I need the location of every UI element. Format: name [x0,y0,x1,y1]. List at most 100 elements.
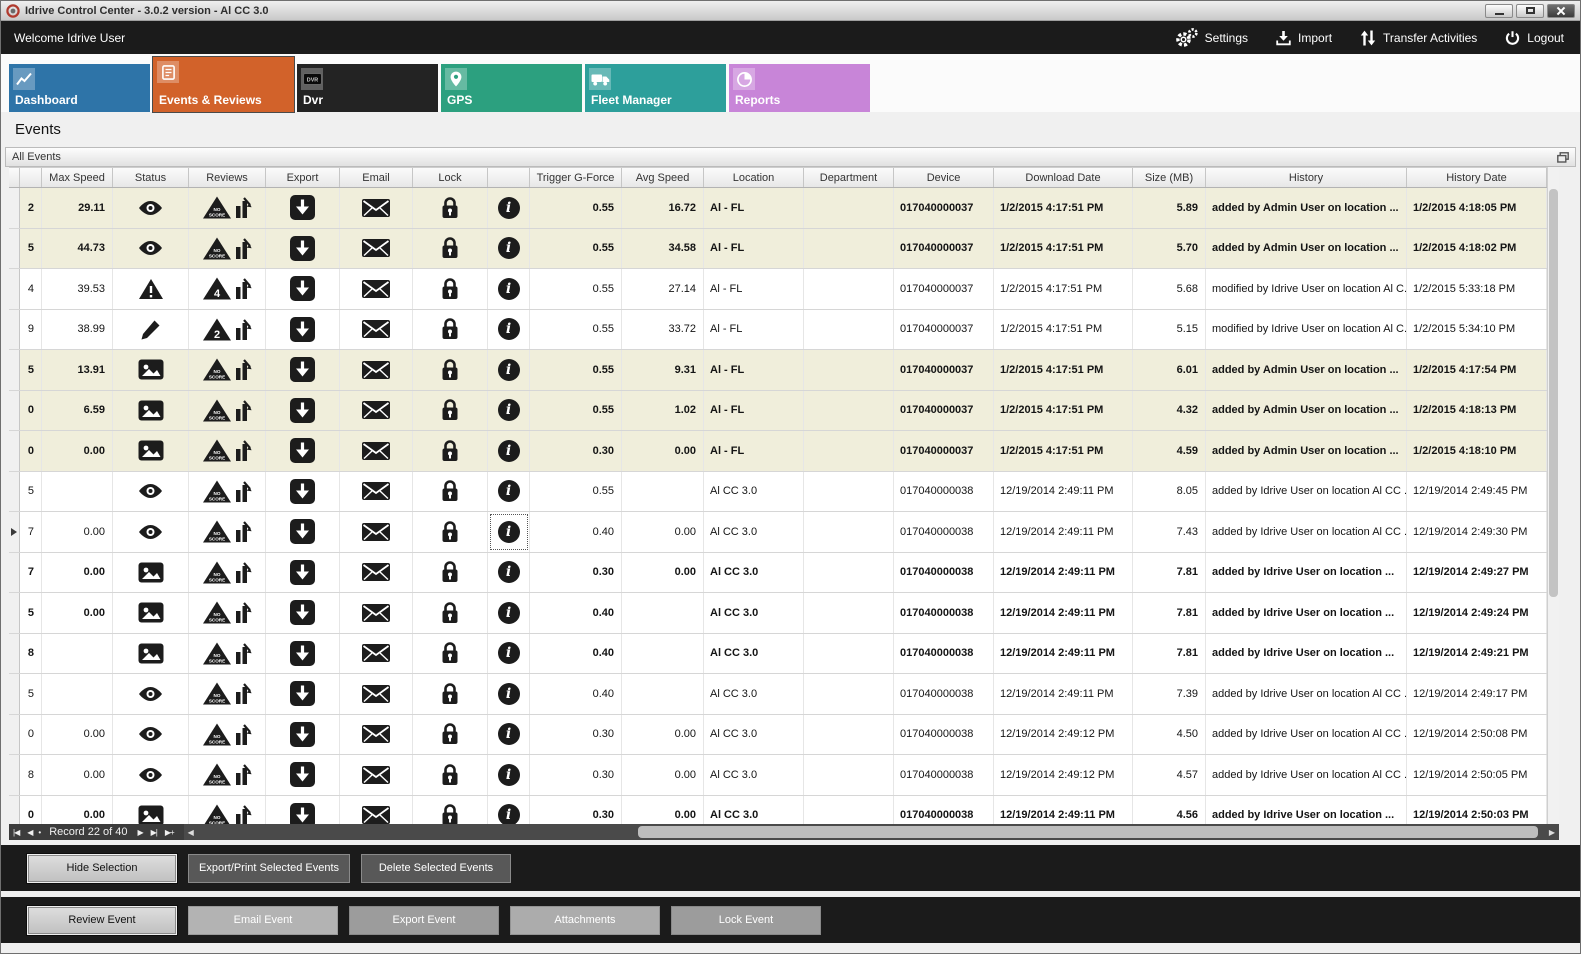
table-row[interactable]: 4 39.53 4 i 0.55 27.14 Al - FL 017040000037 1/2/… [9,269,1547,310]
lock-icon[interactable] [413,390,488,430]
scroll-right-icon[interactable]: ▶ [1548,827,1556,837]
email-icon[interactable] [340,471,413,511]
next-record-button[interactable]: ▶ [137,827,143,837]
tab-events-reviews[interactable]: Events & Reviews [152,56,295,113]
export-icon[interactable] [266,714,340,754]
table-row[interactable]: 5 13.91 NO SCORE i 0.55 9.31 Al - FL 01704000003… [9,350,1547,391]
vertical-scrollbar-thumb[interactable] [1549,189,1558,597]
export-icon[interactable] [266,188,340,228]
table-row[interactable]: 2 29.11 NO SCORE i 0.55 16.72 Al - FL 0170400000… [9,188,1547,229]
email-icon[interactable] [340,512,413,552]
review-chart-icon[interactable] [235,643,252,664]
menu-import[interactable]: Import [1276,30,1332,46]
tab-gps[interactable]: GPS [441,64,582,112]
table-row[interactable]: 0 0.00 NO SCORE i 0.30 0.00 Al - FL 017040000037… [9,431,1547,472]
prev-record-button[interactable]: ◀ [27,827,33,837]
export-icon[interactable] [266,512,340,552]
cell-reviews[interactable]: NO SCORE [189,593,266,633]
col-header-location[interactable]: Location [704,168,804,187]
cell-reviews[interactable]: NO SCORE [189,228,266,268]
cell-reviews[interactable]: NO SCORE [189,471,266,511]
info-icon[interactable]: i [488,309,530,349]
hide-selection-button[interactable]: Hide Selection [27,853,177,883]
lock-icon[interactable] [413,512,488,552]
export-icon[interactable] [266,552,340,592]
email-icon[interactable] [340,228,413,268]
lock-icon[interactable] [413,633,488,673]
export-icon[interactable] [266,390,340,430]
panel-restore-icon[interactable] [1557,151,1569,163]
review-chart-icon[interactable] [235,359,252,381]
horizontal-scrollbar[interactable]: ◀ ▶ [183,824,1559,840]
export-icon[interactable] [266,431,340,471]
cell-reviews[interactable]: NO SCORE [189,795,266,824]
export-icon[interactable] [266,228,340,268]
lock-icon[interactable] [413,350,488,390]
cell-reviews[interactable]: NO SCORE [189,431,266,471]
lock-event-button[interactable]: Lock Event [671,905,821,935]
email-icon[interactable] [340,390,413,430]
info-icon[interactable]: i [488,228,530,268]
table-row[interactable]: 0 6.59 NO SCORE i 0.55 1.02 Al - FL 017040000037… [9,390,1547,431]
export-print-selected-events-button[interactable]: Export/Print Selected Events [188,853,351,883]
info-icon[interactable]: i [488,633,530,673]
table-row[interactable]: 5 0.00 NO SCORE i 0.40 Al CC 3.0 017040000038 12… [9,593,1547,634]
col-header-history-date[interactable]: History Date [1407,168,1547,187]
export-icon[interactable] [266,633,340,673]
col-header-export[interactable]: Export [266,168,340,187]
tab-dvr[interactable]: DVR Dvr [297,64,438,112]
menu-transfer-activities[interactable]: Transfer Activities [1360,30,1477,46]
review-chart-icon[interactable] [235,400,252,421]
menu-logout[interactable]: Logout [1505,30,1564,46]
first-record-button[interactable]: |◀ [13,827,20,837]
email-icon[interactable] [340,431,413,471]
lock-icon[interactable] [413,674,488,714]
info-icon[interactable]: i [488,269,530,309]
info-icon[interactable]: i [488,188,530,228]
cell-reviews[interactable]: NO SCORE [189,552,266,592]
review-chart-icon[interactable] [235,238,252,259]
review-chart-icon[interactable] [235,278,252,300]
email-icon[interactable] [340,795,413,824]
review-chart-icon[interactable] [235,683,252,705]
lock-icon[interactable] [413,755,488,795]
info-icon[interactable]: i [488,512,530,552]
cell-reviews[interactable]: NO SCORE [189,674,266,714]
horizontal-scrollbar-thumb[interactable] [637,826,1539,838]
export-icon[interactable] [266,593,340,633]
lock-icon[interactable] [413,471,488,511]
col-header-trigger-g-force[interactable]: Trigger G-Force [530,168,622,187]
review-event-button[interactable]: Review Event [27,905,177,935]
cell-reviews[interactable]: NO SCORE [189,512,266,552]
review-chart-icon[interactable] [235,197,252,219]
tab-fleet-manager[interactable]: Fleet Manager [585,64,726,112]
info-icon[interactable]: i [488,390,530,430]
minimize-button[interactable] [1485,3,1513,18]
export-icon[interactable] [266,269,340,309]
review-chart-icon[interactable] [235,481,252,502]
info-icon[interactable]: i [488,674,530,714]
lock-icon[interactable] [413,228,488,268]
email-event-button[interactable]: Email Event [188,905,338,935]
cell-reviews[interactable]: NO SCORE [189,188,266,228]
info-icon[interactable]: i [488,795,530,824]
last-record-button[interactable]: ▶| [150,827,158,837]
menu-settings[interactable]: Settings [1174,27,1248,48]
col-header-history[interactable]: History [1206,168,1407,187]
export-icon[interactable] [266,755,340,795]
maximize-button[interactable] [1516,3,1544,18]
close-button[interactable] [1547,3,1575,18]
export-icon[interactable] [266,674,340,714]
info-icon[interactable]: i [488,350,530,390]
col-header-device[interactable]: Device [894,168,994,187]
append-record-button[interactable]: ▶+ [164,827,175,837]
table-row[interactable]: 7 0.00 NO SCORE i 0.40 0.00 Al CC 3.0 0170400000… [9,512,1547,553]
table-row[interactable]: 9 38.99 2 i 0.55 33.72 Al - FL 017040000037 1/2/… [9,309,1547,350]
table-row[interactable]: 5 NO SCORE i 0.40 Al CC 3.0 017040000038 12/19/… [9,674,1547,715]
info-icon[interactable]: i [488,471,530,511]
col-header-download-date[interactable]: Download Date [994,168,1133,187]
info-icon[interactable]: i [488,714,530,754]
email-icon[interactable] [340,552,413,592]
lock-icon[interactable] [413,593,488,633]
lock-icon[interactable] [413,188,488,228]
